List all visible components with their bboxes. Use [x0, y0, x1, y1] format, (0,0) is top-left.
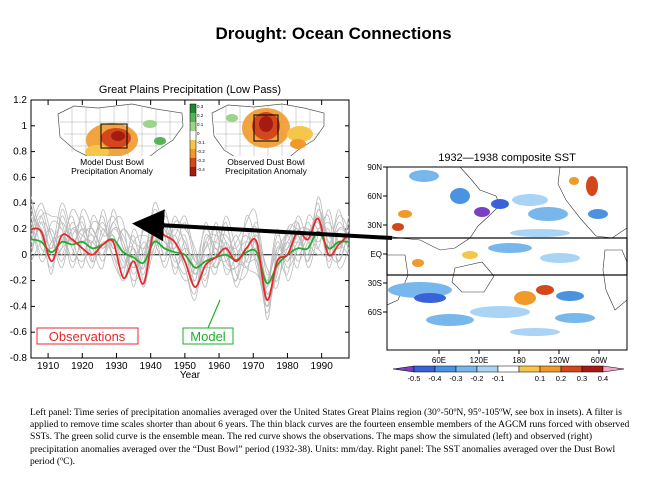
y-tick-label: -0.8: [10, 353, 28, 364]
inset-cb-tick: 0.3: [197, 104, 204, 109]
y-tick-label: -0.4: [10, 301, 28, 312]
inset-cb-tick: -0.2: [197, 149, 205, 154]
colorbar-cell: [581, 365, 604, 373]
colorbar-tick-label: -0.1: [492, 374, 505, 383]
sst-map: 1932—1938 composite SST: [367, 152, 628, 383]
x-tick-label: 1940: [140, 361, 163, 372]
colorbar-cell: [413, 365, 436, 373]
y-tick-label: 0.8: [13, 147, 27, 158]
x-tick-label: 1920: [71, 361, 94, 372]
inset-cb-tick: 0.1: [197, 122, 204, 127]
ensemble-member-line: [31, 201, 349, 289]
y-tick-label: 1.2: [13, 95, 27, 106]
connection-arrow: [132, 209, 393, 242]
y-tick-label: 1: [21, 121, 27, 132]
x-tick-label: 1990: [311, 361, 334, 372]
colorbar-cell: [497, 365, 520, 373]
model-label: Model: [190, 329, 226, 344]
sst-colorbar: -0.5 -0.4 -0.3 -0.2 -0.1 0.1 0.2 0.3 0.4: [392, 365, 625, 383]
colorbar-cell: [455, 365, 478, 373]
inset-cb-tick: -0.4: [197, 167, 205, 172]
colorbar-cell: [560, 365, 583, 373]
lon-label: 120W: [549, 356, 570, 365]
colorbar-cell: [476, 365, 499, 373]
lat-label: EQ: [370, 250, 382, 259]
observed-map-label-2: Precipitation Anomaly: [225, 166, 307, 176]
model-line: [31, 230, 349, 285]
colorbar-cell: [392, 365, 415, 373]
observed-dust-bowl-map: Observed Dust Bowl Precipitation Anomaly: [211, 103, 325, 181]
inset-colorbar: 0.3 0.2 0.1 0 -0.1 -0.2 -0.3 -0.4: [189, 103, 205, 177]
lat-label: 30S: [368, 279, 382, 288]
y-tick-label: 0.2: [13, 224, 27, 235]
observations-label: Observations: [49, 329, 126, 344]
ensemble-member-line: [31, 196, 349, 307]
y-tick-label: 0.6: [13, 172, 27, 183]
colorbar-cell: [518, 365, 541, 373]
precip-axes: -0.8 -0.6 -0.4 -0.2 0 0.2 0.4 0.6 0.8 1 1.2 1910 192…: [10, 95, 349, 372]
colorbar-tick-label: -0.3: [450, 374, 463, 383]
inset-maps: Model Dust Bowl Precipitation Anomaly 0.…: [57, 103, 325, 181]
x-tick-label: 1980: [276, 361, 299, 372]
y-tick-label: -0.2: [10, 276, 28, 287]
model-map-label-1: Model Dust Bowl: [80, 157, 144, 167]
colorbar-tick-label: -0.2: [471, 374, 484, 383]
sst-anomaly-field: [387, 167, 627, 336]
lat-label: 60N: [367, 192, 382, 201]
precip-xlabel: Year: [180, 370, 201, 381]
inset-cb-tick: 0.2: [197, 113, 204, 118]
lon-label: 60E: [432, 356, 446, 365]
x-tick-label: 1930: [105, 361, 128, 372]
inset-cb-tick: -0.1: [197, 140, 205, 145]
inset-cb-tick: 0: [197, 131, 200, 136]
observed-map-label-1: Observed Dust Bowl: [227, 157, 305, 167]
colorbar-cell: [434, 365, 457, 373]
observations-label-box: [36, 327, 139, 345]
slide-title: Drought: Ocean Connections: [215, 24, 452, 43]
colorbar-cell: [539, 365, 562, 373]
y-tick-label: 0: [21, 250, 27, 261]
colorbar-tick-label: -0.4: [429, 374, 442, 383]
precip-chart: -0.8 -0.6 -0.4 -0.2 0 0.2 0.4 0.6 0.8 1 1.2 1910 192…: [10, 84, 350, 381]
lon-label: 120E: [470, 356, 489, 365]
caption: Left panel: Time series of precipitation…: [30, 407, 630, 467]
lat-label: 90N: [367, 163, 382, 172]
sst-axes: 90N 60N 30N EQ 30S 60S 60E 120E 180 120W 60W: [367, 163, 607, 365]
inset-cb-tick: -0.3: [197, 158, 205, 163]
y-tick-label: -0.6: [10, 327, 28, 338]
sst-title: 1932—1938 composite SST: [438, 152, 576, 164]
lat-label: 30N: [367, 221, 382, 230]
colorbar-tick-label: 0.3: [577, 374, 587, 383]
colorbar-tick-label: 0.4: [598, 374, 608, 383]
colorbar-tick-label: 0.1: [535, 374, 545, 383]
lat-label: 60S: [368, 308, 382, 317]
x-tick-label: 1950: [174, 361, 197, 372]
colorbar-tick-label: 0.2: [556, 374, 566, 383]
x-tick-label: 1910: [37, 361, 60, 372]
colorbar-cell: [602, 365, 625, 373]
model-map-label-2: Precipitation Anomaly: [71, 166, 153, 176]
ensemble-member-line: [31, 215, 349, 282]
model-label-pointer: [207, 299, 221, 329]
x-tick-label: 1960: [208, 361, 231, 372]
lon-label: 180: [512, 356, 526, 365]
x-tick-label: 1970: [242, 361, 265, 372]
colorbar-tick-label: -0.5: [408, 374, 421, 383]
ensemble-member-line: [31, 209, 349, 288]
model-dust-bowl-map: Model Dust Bowl Precipitation Anomaly: [57, 103, 184, 181]
precip-series: [31, 196, 349, 320]
y-tick-label: 0.4: [13, 198, 27, 209]
precip-title: Great Plains Precipitation (Low Pass): [99, 84, 281, 96]
lon-label: 60W: [591, 356, 608, 365]
sst-focus-band: [386, 237, 628, 276]
